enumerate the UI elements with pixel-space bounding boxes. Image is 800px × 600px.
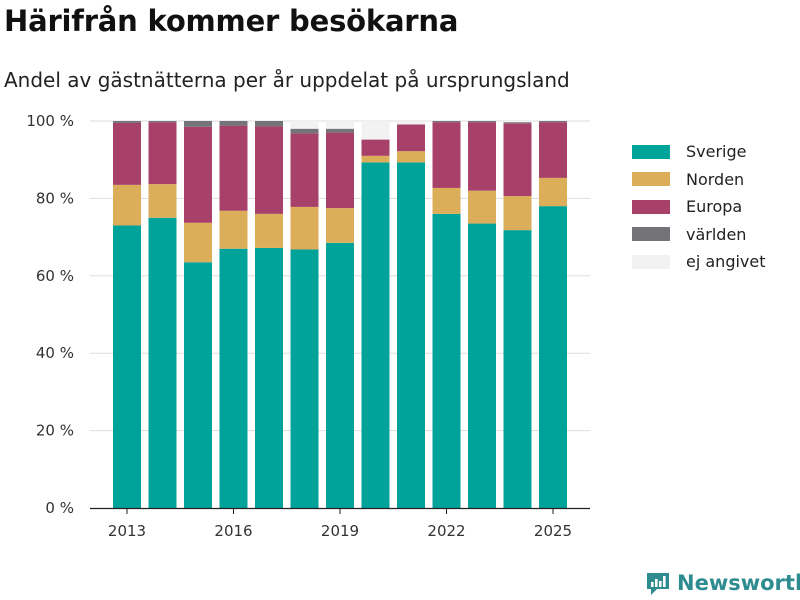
bar-varlden-2022 [432, 121, 461, 123]
bar-norden-2017 [255, 213, 283, 248]
bar-norden-2019 [326, 208, 354, 243]
bar-norden-2014 [148, 184, 177, 218]
bar-sverige-2014 [148, 217, 177, 508]
bar-varlden-2024 [503, 122, 532, 124]
legend-swatch [632, 227, 670, 242]
x-tick-label: 2013 [108, 522, 146, 540]
bar-norden-2020 [361, 155, 390, 163]
bar-varlden-2017 [255, 121, 283, 127]
bar-varlden-2023 [468, 121, 496, 123]
bar-europa-2024 [503, 123, 532, 197]
bar-europa-2013 [113, 122, 141, 185]
bar-norden-2016 [219, 210, 248, 249]
bar-norden-2025 [539, 177, 567, 207]
bar-sverige-2013 [113, 225, 141, 509]
legend-label: ej angivet [686, 252, 766, 272]
bar-europa-2015 [184, 126, 212, 223]
legend-item: Europa [632, 193, 766, 221]
bar-sverige-2023 [468, 223, 496, 508]
axes: 0 % 20 % 40 % 60 % 80 % 100 % 2013 2016 2019 2022… [26, 112, 590, 540]
bar-norden-2013 [113, 184, 141, 226]
bar-europa-2021 [397, 124, 425, 152]
legend-item: Norden [632, 166, 766, 194]
bar-ej-angivet-2024 [503, 121, 532, 123]
legend-item: världen [632, 221, 766, 249]
y-tick-label: 60 % [36, 267, 74, 285]
bar-europa-2016 [219, 125, 248, 211]
bar-sverige-2016 [219, 248, 248, 508]
legend-label: världen [686, 224, 747, 244]
y-tick-label: 20 % [36, 422, 74, 440]
bar-varlden-2019 [326, 128, 354, 133]
brand-name: Newsworthy [677, 571, 800, 595]
bar-europa-2020 [361, 139, 390, 156]
bar-norden-2022 [432, 187, 461, 214]
bar-norden-2018 [290, 206, 319, 250]
bar-sverige-2024 [503, 230, 532, 508]
bar-sverige-2025 [539, 206, 567, 508]
x-tick-label: 2019 [321, 522, 359, 540]
chart-subtitle: Andel av gästnätterna per år uppdelat på… [4, 68, 570, 92]
bar-europa-2019 [326, 132, 354, 209]
bar-varlden-2013 [113, 121, 141, 123]
bar-ej-angivet-2020 [361, 121, 390, 140]
bar-varlden-2025 [539, 121, 567, 123]
brand-logo: Newsworthy [645, 570, 800, 596]
legend-swatch [632, 172, 670, 187]
bar-sverige-2022 [432, 213, 461, 508]
bar-sverige-2021 [397, 162, 425, 508]
bar-sverige-2018 [290, 249, 319, 508]
bar-europa-2017 [255, 126, 283, 214]
y-tick-label: 80 % [36, 189, 74, 207]
legend-item: Sverige [632, 138, 766, 166]
bar-varlden-2014 [148, 121, 177, 123]
chart-title: Härifrån kommer besökarna [4, 4, 459, 38]
bars [113, 121, 567, 509]
legend-label: Norden [686, 169, 745, 189]
y-tick-label: 100 % [26, 112, 74, 130]
newsworthy-logo-icon [647, 573, 669, 595]
bar-norden-2015 [184, 222, 212, 263]
bar-europa-2025 [539, 122, 567, 178]
x-tick-label: 2025 [534, 522, 572, 540]
y-tick-label: 0 % [45, 499, 74, 517]
bar-varlden-2018 [290, 128, 319, 134]
bar-varlden-2015 [184, 121, 212, 127]
bar-norden-2021 [397, 151, 425, 163]
legend-item: ej angivet [632, 248, 766, 276]
x-tick-label: 2022 [427, 522, 465, 540]
x-tick-label: 2016 [214, 522, 252, 540]
bar-varlden-2016 [219, 121, 248, 126]
bar-europa-2023 [468, 122, 496, 191]
y-tick-label: 40 % [36, 344, 74, 362]
bar-norden-2023 [468, 190, 496, 224]
legend: Sverige Norden Europa världen ej angivet [632, 138, 766, 276]
bar-sverige-2020 [361, 162, 390, 508]
legend-swatch [632, 199, 670, 214]
bar-ej-angivet-2019 [326, 121, 354, 129]
bar-europa-2014 [148, 122, 177, 185]
legend-swatch [632, 254, 670, 269]
bar-europa-2022 [432, 122, 461, 188]
bar-sverige-2019 [326, 242, 354, 508]
bar-ej-angivet-2018 [290, 121, 319, 129]
bar-sverige-2015 [184, 262, 212, 508]
legend-label: Sverige [686, 142, 747, 162]
bar-norden-2024 [503, 196, 532, 231]
bar-sverige-2017 [255, 247, 283, 508]
bar-ej-angivet-2021 [397, 121, 425, 125]
legend-swatch [632, 144, 670, 159]
bar-europa-2018 [290, 133, 319, 207]
legend-label: Europa [686, 197, 743, 217]
